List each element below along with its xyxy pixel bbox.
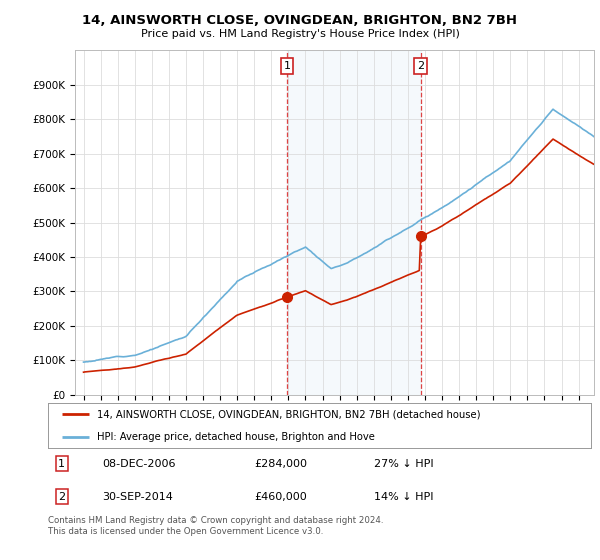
- Text: 1: 1: [58, 459, 65, 469]
- Text: 14, AINSWORTH CLOSE, OVINGDEAN, BRIGHTON, BN2 7BH (detached house): 14, AINSWORTH CLOSE, OVINGDEAN, BRIGHTON…: [97, 409, 481, 419]
- Text: HPI: Average price, detached house, Brighton and Hove: HPI: Average price, detached house, Brig…: [97, 432, 375, 442]
- Text: £284,000: £284,000: [254, 459, 307, 469]
- Text: 27% ↓ HPI: 27% ↓ HPI: [374, 459, 433, 469]
- Text: 08-DEC-2006: 08-DEC-2006: [103, 459, 176, 469]
- Text: 2: 2: [58, 492, 65, 502]
- Text: 14% ↓ HPI: 14% ↓ HPI: [374, 492, 433, 502]
- Text: 1: 1: [284, 60, 290, 71]
- Text: Price paid vs. HM Land Registry's House Price Index (HPI): Price paid vs. HM Land Registry's House …: [140, 29, 460, 39]
- Text: £460,000: £460,000: [254, 492, 307, 502]
- Text: Contains HM Land Registry data © Crown copyright and database right 2024.
This d: Contains HM Land Registry data © Crown c…: [48, 516, 383, 536]
- Text: 30-SEP-2014: 30-SEP-2014: [103, 492, 173, 502]
- Text: 2: 2: [417, 60, 424, 71]
- Bar: [287, 50, 421, 395]
- Text: 14, AINSWORTH CLOSE, OVINGDEAN, BRIGHTON, BN2 7BH: 14, AINSWORTH CLOSE, OVINGDEAN, BRIGHTON…: [83, 14, 517, 27]
